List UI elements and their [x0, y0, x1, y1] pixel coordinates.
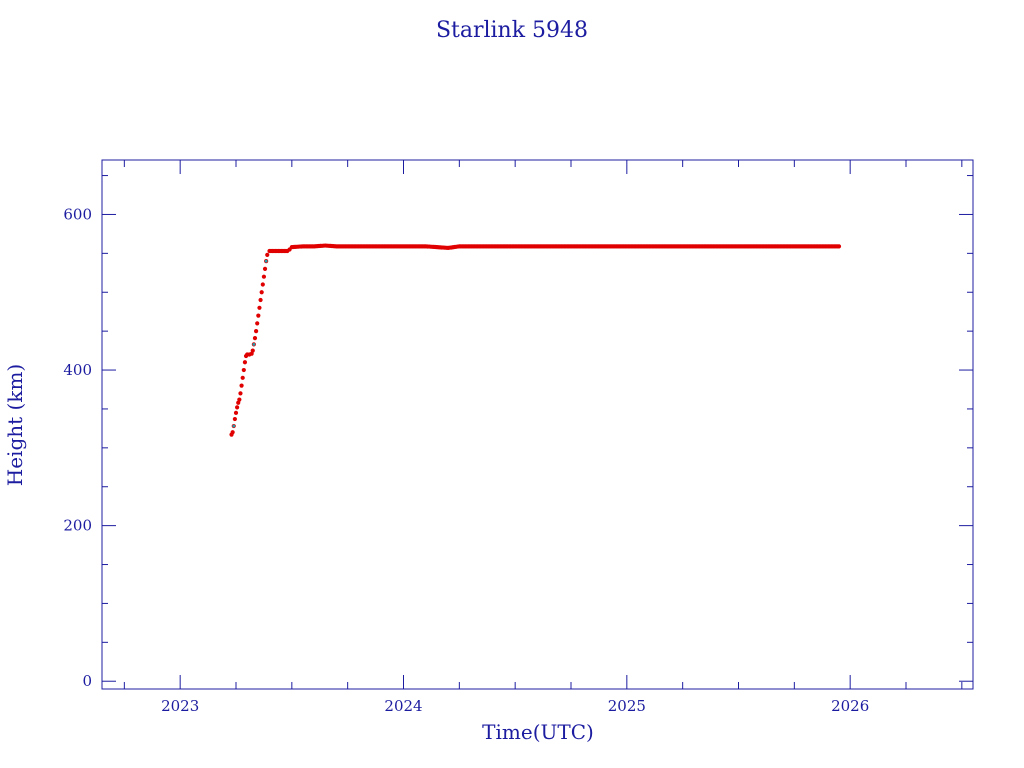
data-point — [235, 405, 240, 410]
data-point — [252, 336, 258, 341]
plot-frame — [101, 159, 974, 690]
data-point — [241, 367, 246, 373]
data-point — [257, 305, 262, 310]
data-point — [238, 391, 243, 396]
y-tick-label: 200 — [63, 517, 92, 535]
data-point — [240, 375, 245, 380]
chart-title: Starlink 5948 — [436, 18, 588, 43]
x-axis-label: Time(UTC) — [482, 720, 594, 744]
data-point — [262, 266, 268, 272]
data-point — [254, 329, 259, 334]
x-tick-label: 2026 — [831, 697, 869, 715]
y-tick-label: 0 — [82, 672, 92, 690]
data-point — [265, 252, 270, 258]
data-point — [261, 274, 267, 279]
data-point — [230, 430, 235, 435]
data-point — [836, 244, 842, 249]
y-axis: 0 200 400 600 — [63, 175, 973, 690]
data-series — [229, 243, 842, 437]
y-axis-label: Height (km) — [3, 364, 27, 486]
x-tick-label: 2023 — [161, 697, 199, 715]
data-point — [233, 410, 239, 415]
data-point — [259, 290, 264, 295]
x-tick-label: 2025 — [608, 697, 646, 715]
x-axis: 2023 2024 2025 2026 — [123, 160, 963, 715]
data-point — [250, 348, 255, 353]
data-point — [260, 282, 265, 287]
data-point — [256, 313, 261, 318]
data-point — [255, 321, 260, 326]
data-point — [237, 397, 242, 402]
highlight-point — [264, 259, 268, 263]
data-point — [242, 360, 248, 365]
data-point — [258, 297, 263, 303]
highlight-point — [232, 424, 236, 428]
highlight-point — [252, 342, 256, 346]
data-point — [232, 416, 237, 422]
x-tick-label: 2024 — [384, 697, 422, 715]
y-tick-label: 600 — [63, 205, 92, 223]
data-point — [239, 383, 244, 388]
y-tick-label: 400 — [63, 361, 92, 379]
